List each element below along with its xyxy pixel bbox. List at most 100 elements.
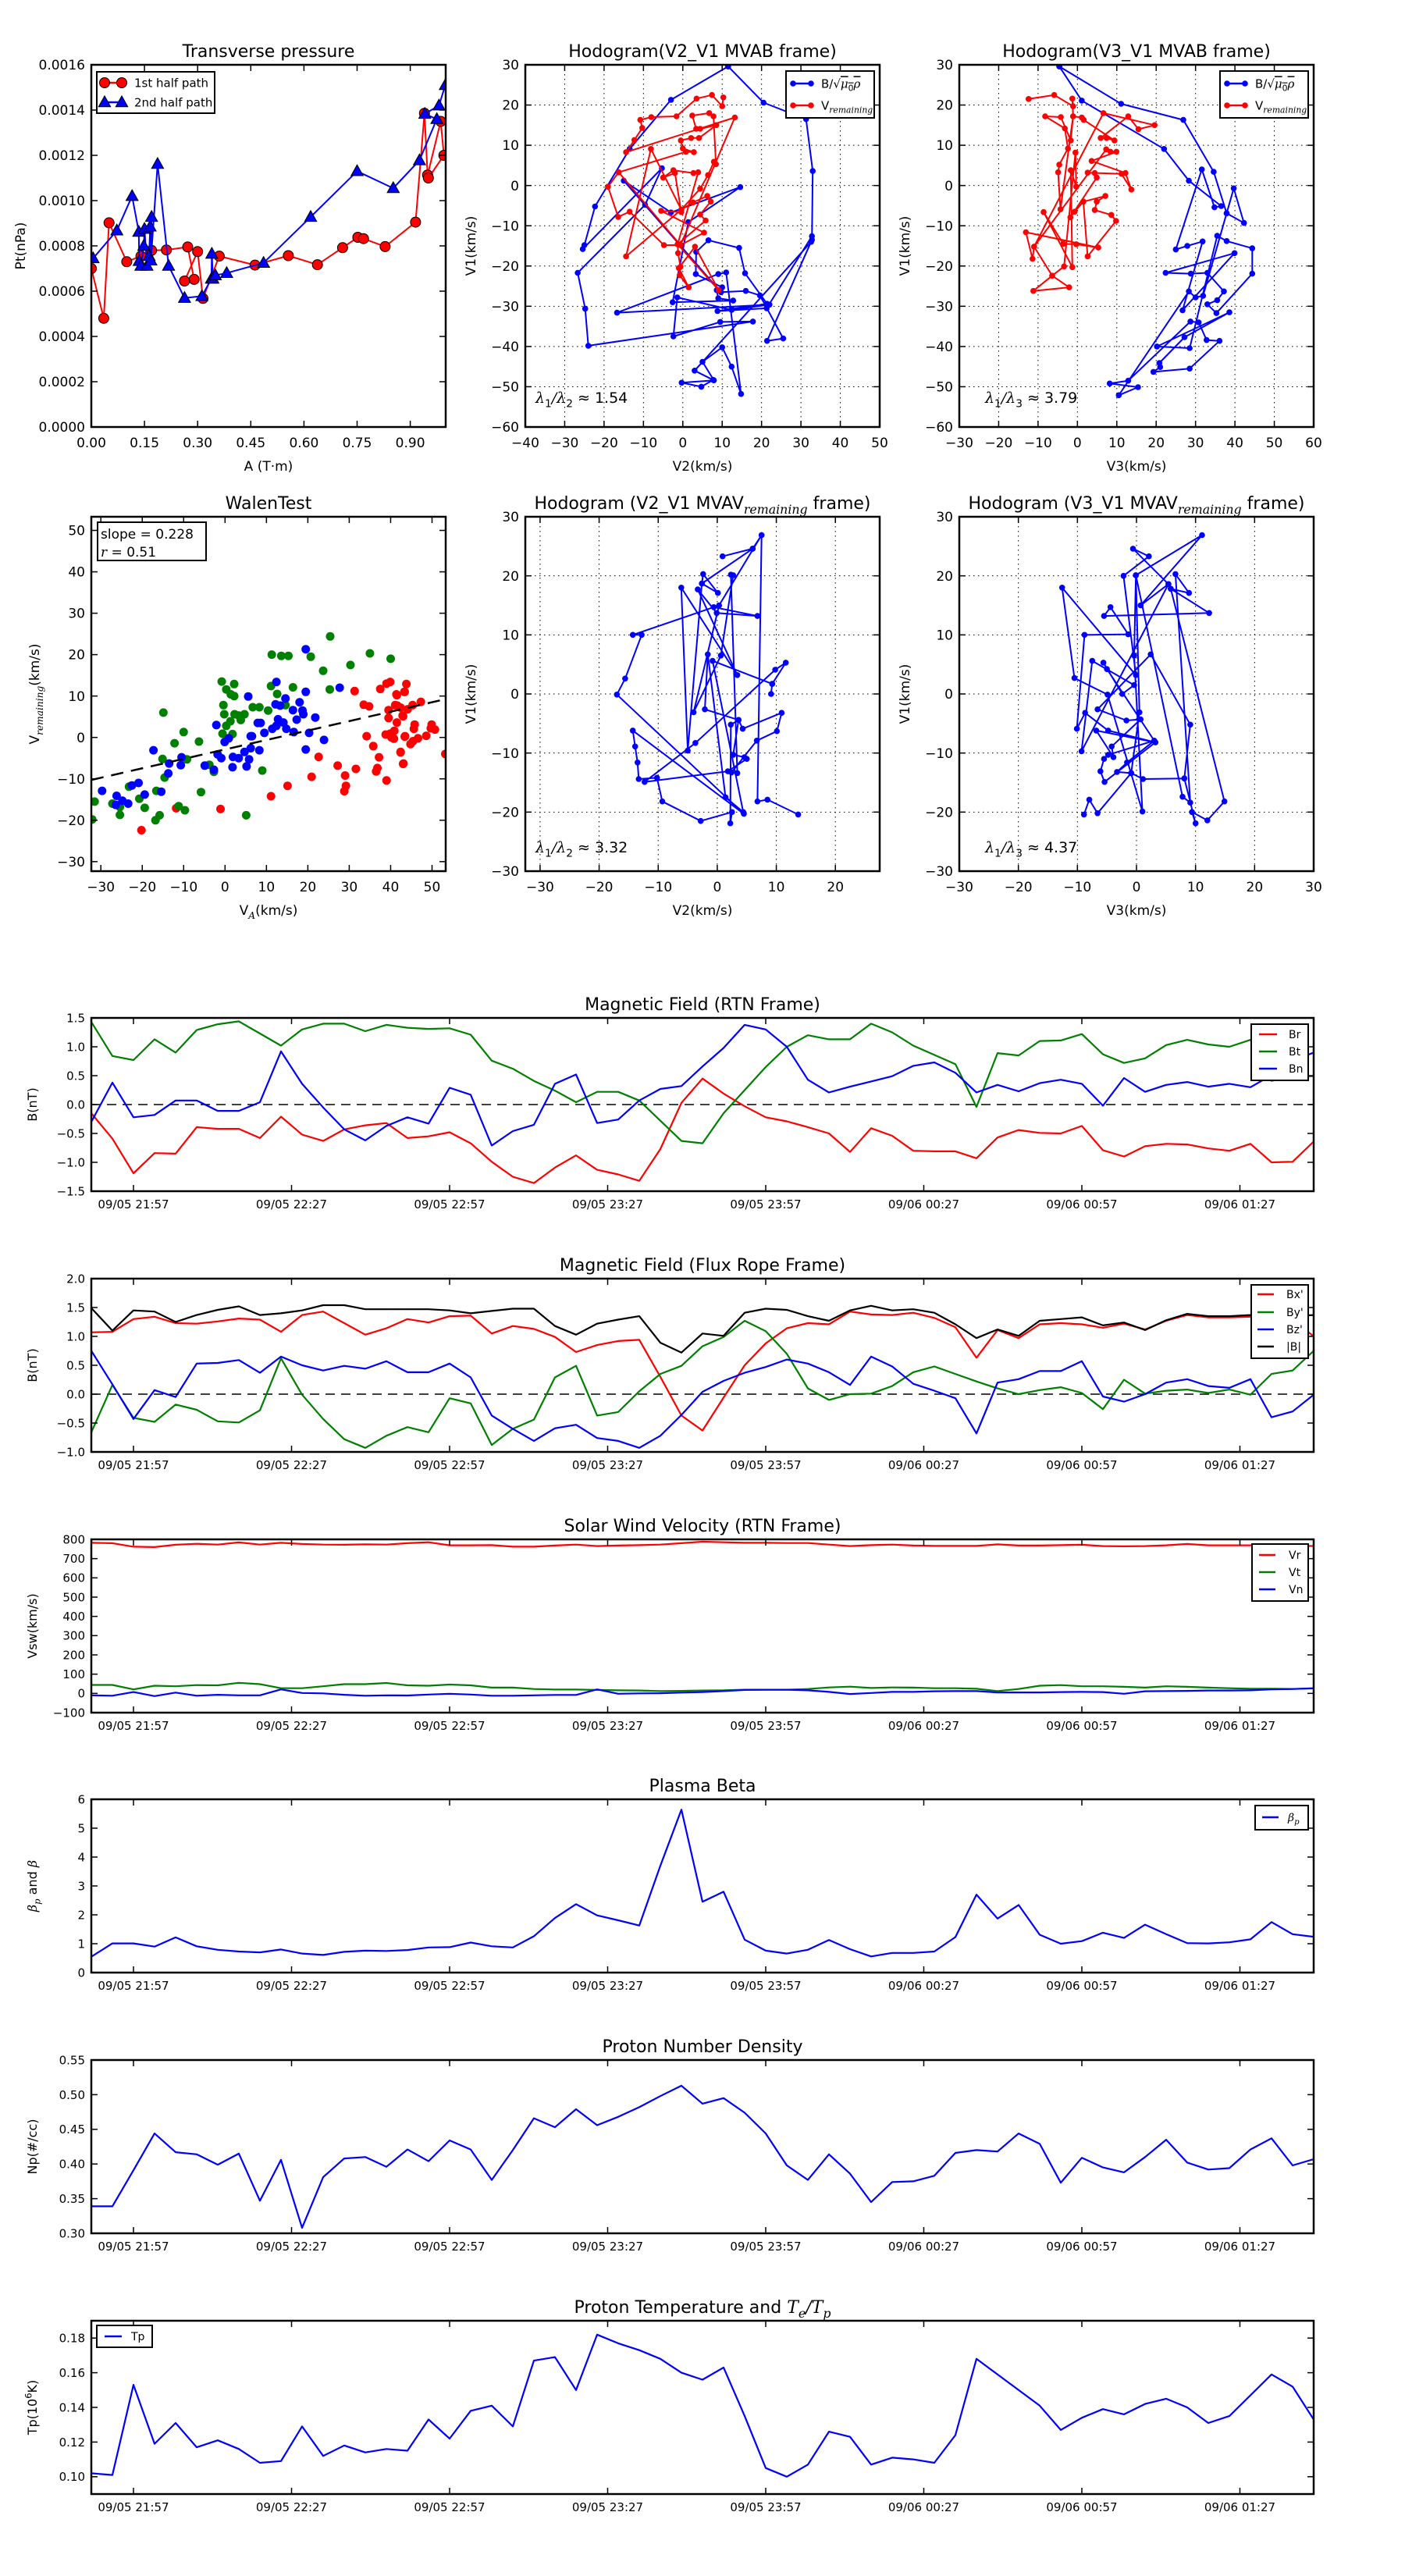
data-point (229, 692, 239, 701)
data-point (307, 772, 316, 781)
text-segment: ≈ (573, 390, 595, 407)
data-point (719, 344, 725, 350)
legend: Bx' By' Bz' |B| (1250, 1284, 1309, 1359)
series-line-Br (91, 1077, 1314, 1184)
chart-title: Proton Temperature and Te/Tp (574, 2298, 831, 2321)
axes-frame (90, 515, 447, 873)
data-point (1129, 546, 1136, 552)
data-point (158, 754, 167, 763)
text-segment: 3 (1016, 397, 1023, 410)
y-tick-label: −30 (925, 864, 953, 880)
text-segment: p (31, 1898, 42, 1905)
x-tick-label: −30 (945, 436, 973, 451)
y-tick-label: −20 (491, 805, 519, 820)
y-axis-label: Vsw(km/s) (25, 1593, 40, 1658)
data-point (809, 237, 815, 244)
x-tick-label: 09/05 23:57 (730, 2500, 801, 2514)
data-point (730, 752, 737, 758)
data-point (614, 309, 621, 316)
data-point (690, 199, 696, 206)
data-point (282, 724, 291, 734)
text-segment: ρ (1287, 76, 1295, 91)
data-point (194, 737, 204, 746)
text-segment: ρ (853, 76, 861, 91)
y-tick-label: −30 (57, 855, 85, 870)
data-point (200, 761, 209, 770)
y-tick-label: 300 (62, 1629, 85, 1643)
data-point (422, 731, 431, 741)
data-point (749, 546, 756, 552)
data-point (716, 602, 722, 609)
panel-walen-test: −30 −20 −10 0 10 20 30 40 50 −30 −20 −10 0 10 20 30 40 50… (27, 494, 447, 921)
data-point (1187, 721, 1193, 728)
text-segment: = 0.51 (107, 545, 156, 560)
data-point (1154, 343, 1160, 350)
x-tick-label: 09/06 00:27 (888, 1197, 959, 1212)
data-point (174, 802, 183, 811)
data-point (414, 734, 422, 743)
y-tick-label: −50 (925, 380, 953, 396)
data-point (734, 672, 741, 678)
data-point (140, 803, 149, 813)
y-tick-label: −30 (491, 299, 519, 315)
data-point (301, 645, 311, 654)
data-point (143, 219, 157, 232)
plot-area (91, 2060, 1314, 2233)
x-tick-label: 09/06 00:57 (1046, 2500, 1117, 2514)
series-2nd-half-path (91, 77, 446, 303)
x-tick-label: 50 (424, 880, 441, 895)
data-point (219, 265, 233, 278)
data-point (180, 806, 190, 815)
text-segment: 2 (566, 847, 573, 859)
data-point (268, 724, 277, 734)
data-point (1200, 293, 1207, 299)
plot-content (91, 1540, 1314, 1697)
x-axis-label: A (T·m) (244, 459, 293, 475)
series-line-By-prime (91, 1319, 1314, 1449)
data-point (1199, 532, 1205, 539)
x-tick-label: 09/06 01:27 (1204, 2240, 1275, 2254)
data-point (402, 679, 411, 688)
data-point (683, 148, 689, 155)
data-point (1104, 692, 1111, 698)
data-point (248, 703, 258, 712)
x-tick-label: 09/05 23:27 (572, 1458, 643, 1472)
x-tick-label: 0.60 (289, 436, 318, 451)
x-tick-label: 60 (1305, 436, 1322, 451)
data-point (192, 246, 204, 258)
data-point (1078, 748, 1085, 755)
data-point (1058, 585, 1065, 591)
text-segment: 1.54 (595, 390, 628, 407)
y-tick-label: 0.16 (59, 2366, 85, 2380)
data-point (1184, 243, 1190, 249)
legend: B/√μ0ρ Vremaining (785, 70, 875, 119)
data-point (714, 308, 720, 315)
y-tick-label: 0.0016 (39, 58, 85, 73)
y-tick-label: 0.0 (66, 1387, 85, 1401)
data-point (1162, 269, 1169, 276)
x-tick-label: 09/05 23:27 (572, 2240, 643, 2254)
data-point (700, 571, 706, 578)
data-point (1060, 240, 1066, 247)
y-tick-label: −0.5 (57, 1126, 85, 1140)
data-point (615, 214, 621, 220)
series-line-Vt (91, 1681, 1314, 1692)
y-tick-label: 30 (936, 510, 953, 525)
text-segment: ≈ (1023, 839, 1044, 856)
data-point (1119, 691, 1126, 697)
data-point (1125, 377, 1132, 384)
data-point (1214, 297, 1221, 304)
text-segment: r (101, 545, 108, 560)
data-point (1224, 102, 1230, 109)
data-point (1094, 198, 1100, 205)
data-point (1172, 246, 1179, 253)
data-point (585, 343, 592, 349)
x-tick-label: 09/05 22:57 (414, 2240, 485, 2254)
y-axis-label: βp and β (25, 1860, 42, 1912)
x-tick-label: 09/06 00:57 (1046, 1197, 1117, 1212)
data-point (778, 710, 785, 716)
data-point (635, 760, 641, 766)
y-tick-label: −60 (491, 420, 519, 436)
data-point (1136, 709, 1143, 716)
data-point (1199, 238, 1206, 245)
